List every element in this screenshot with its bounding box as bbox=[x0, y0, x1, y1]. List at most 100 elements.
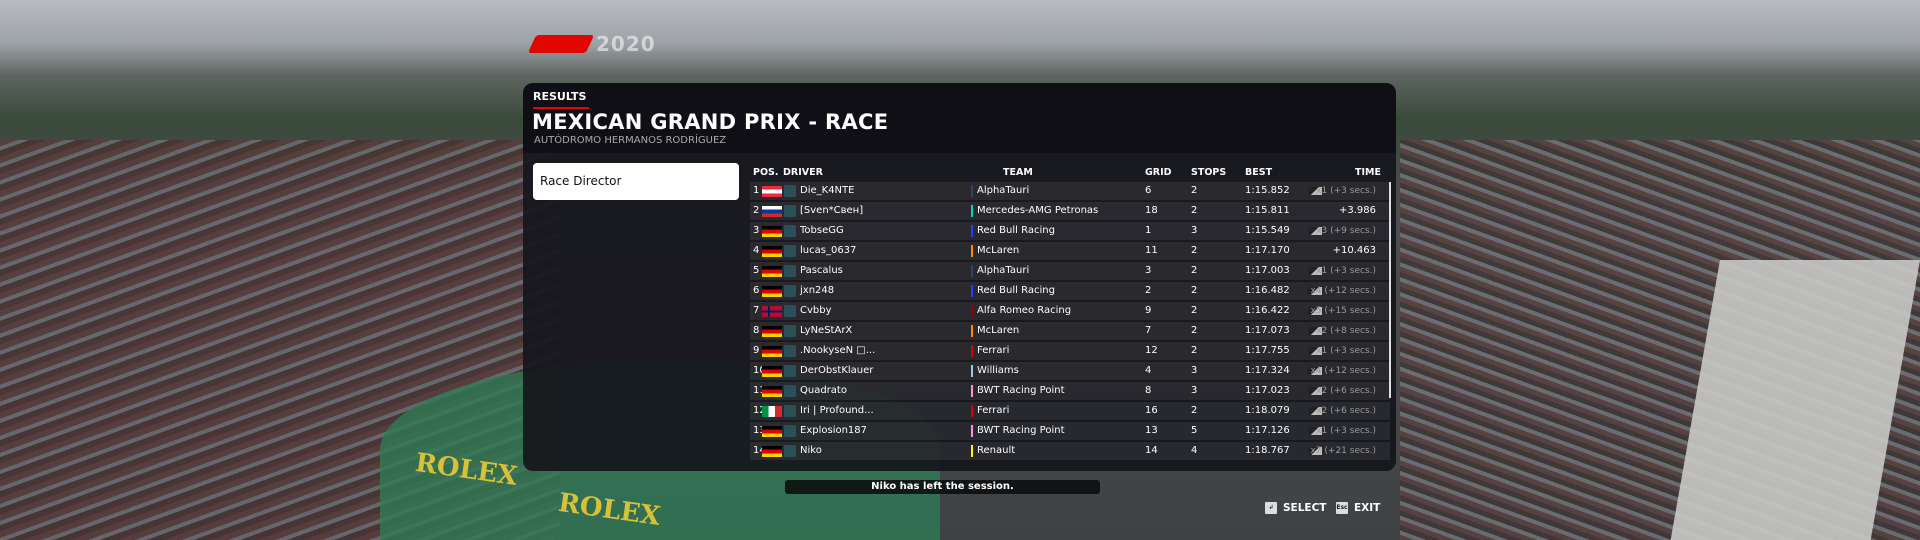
team-color-bar bbox=[971, 305, 973, 317]
pit-stops: 3 bbox=[1191, 225, 1198, 236]
team-name: BWT Racing Point bbox=[977, 385, 1065, 396]
grid-position: 3 bbox=[1145, 265, 1152, 276]
table-row[interactable]: 9 .NookyseN □... Ferrari 12 2 1:17.755 x… bbox=[750, 342, 1390, 360]
position: 8 bbox=[753, 325, 760, 336]
avatar bbox=[784, 265, 796, 277]
results-panel: RESULTS MEXICAN GRAND PRIX - RACE AUTÓDR… bbox=[523, 83, 1396, 471]
page-title: MEXICAN GRAND PRIX - RACE bbox=[532, 110, 889, 134]
team-color-bar bbox=[971, 345, 973, 357]
penalty-icon bbox=[1308, 287, 1322, 295]
table-row[interactable]: 5 Pascalus AlphaTauri 3 2 1:17.003 x1 (+… bbox=[750, 262, 1390, 280]
best-lap: 1:15.852 bbox=[1245, 185, 1290, 196]
penalty-icon bbox=[1308, 187, 1322, 195]
pit-stops: 2 bbox=[1191, 405, 1198, 416]
table-row[interactable]: 14 Niko Renault 14 4 1:18.767 x7 (+21 se… bbox=[750, 442, 1390, 460]
race-time: x2 (+6 secs.) bbox=[1316, 406, 1376, 416]
pit-stops: 2 bbox=[1191, 205, 1198, 216]
best-lap: 1:17.170 bbox=[1245, 245, 1290, 256]
grid-position: 9 bbox=[1145, 305, 1152, 316]
col-best: BEST bbox=[1245, 167, 1273, 178]
pit-stops: 2 bbox=[1191, 305, 1198, 316]
germany-flag-icon bbox=[762, 246, 782, 257]
avatar bbox=[784, 405, 796, 417]
team-name: McLaren bbox=[977, 325, 1020, 336]
table-row[interactable]: 12 Iri | Profound... Ferrari 16 2 1:18.0… bbox=[750, 402, 1390, 420]
avatar bbox=[784, 325, 796, 337]
germany-flag-icon bbox=[762, 286, 782, 297]
col-stops: STOPS bbox=[1191, 167, 1227, 178]
team-color-bar bbox=[971, 445, 973, 457]
team-name: Ferrari bbox=[977, 405, 1010, 416]
germany-flag-icon bbox=[762, 226, 782, 237]
col-grid: GRID bbox=[1145, 167, 1172, 178]
driver-name: jxn248 bbox=[800, 285, 835, 296]
team-name: Alfa Romeo Racing bbox=[977, 305, 1072, 316]
select-control[interactable]: ↲ SELECT bbox=[1265, 502, 1326, 514]
section-label: RESULTS bbox=[533, 90, 587, 103]
position: 14 bbox=[753, 445, 766, 456]
italy-flag-icon bbox=[762, 406, 782, 417]
col-pos: POS. bbox=[753, 167, 779, 178]
penalty-icon bbox=[1308, 227, 1322, 235]
table-row[interactable]: 1 Die_K4NTE AlphaTauri 6 2 1:15.852 x1 (… bbox=[750, 182, 1390, 200]
best-lap: 1:17.003 bbox=[1245, 265, 1290, 276]
avatar bbox=[784, 305, 796, 317]
pit-stops: 4 bbox=[1191, 445, 1198, 456]
avatar bbox=[784, 245, 796, 257]
race-time: +3.986 bbox=[1338, 205, 1376, 216]
position: 9 bbox=[753, 345, 760, 356]
germany-flag-icon bbox=[762, 346, 782, 357]
driver-name: TobseGG bbox=[800, 225, 844, 236]
penalty-icon bbox=[1308, 267, 1322, 275]
table-row[interactable]: 10 DerObstKlauer Williams 4 3 1:17.324 x… bbox=[750, 362, 1390, 380]
driver-name: Quadrato bbox=[800, 385, 847, 396]
race-time: x3 (+9 secs.) bbox=[1316, 226, 1376, 236]
pit-stops: 3 bbox=[1191, 365, 1198, 376]
driver-name: Explosion187 bbox=[800, 425, 868, 436]
scrollbar[interactable] bbox=[1389, 182, 1391, 398]
table-row[interactable]: 6 jxn248 Red Bull Racing 2 2 1:16.482 x4… bbox=[750, 282, 1390, 300]
grid-position: 2 bbox=[1145, 285, 1152, 296]
notification-toast: Niko has left the session. bbox=[785, 480, 1100, 494]
driver-name: LyNeStArX bbox=[800, 325, 853, 336]
team-name: Ferrari bbox=[977, 345, 1010, 356]
avatar bbox=[784, 285, 796, 297]
table-row[interactable]: 3 TobseGG Red Bull Racing 1 3 1:15.549 x… bbox=[750, 222, 1390, 240]
penalty-icon bbox=[1308, 307, 1322, 315]
exit-control[interactable]: Esc EXIT bbox=[1336, 502, 1380, 514]
race-time: x1 (+3 secs.) bbox=[1316, 346, 1376, 356]
table-row[interactable]: 7 Cvbby Alfa Romeo Racing 9 2 1:16.422 x… bbox=[750, 302, 1390, 320]
table-row[interactable]: 8 LyNeStArX McLaren 7 2 1:17.073 x2 (+8 … bbox=[750, 322, 1390, 340]
team-color-bar bbox=[971, 325, 973, 337]
best-lap: 1:17.324 bbox=[1245, 365, 1290, 376]
position: 3 bbox=[753, 225, 760, 236]
grid-position: 11 bbox=[1145, 245, 1158, 256]
team-name: Red Bull Racing bbox=[977, 285, 1055, 296]
norway-flag-icon bbox=[762, 306, 782, 317]
col-time: TIME bbox=[1355, 167, 1381, 178]
position: 2 bbox=[753, 205, 760, 216]
logo-year: 2020 bbox=[596, 32, 656, 56]
team-color-bar bbox=[971, 285, 973, 297]
germany-flag-icon bbox=[762, 326, 782, 337]
team-name: AlphaTauri bbox=[977, 185, 1030, 196]
team-color-bar bbox=[971, 185, 973, 197]
race-time: x4 (+12 secs.) bbox=[1310, 286, 1376, 296]
germany-flag-icon bbox=[762, 266, 782, 277]
position: 4 bbox=[753, 245, 760, 256]
results-table: 1 Die_K4NTE AlphaTauri 6 2 1:15.852 x1 (… bbox=[750, 182, 1390, 462]
avatar bbox=[784, 185, 796, 197]
driver-name: Niko bbox=[800, 445, 822, 456]
position: 6 bbox=[753, 285, 760, 296]
position: 10 bbox=[753, 365, 766, 376]
avatar bbox=[784, 205, 796, 217]
penalty-icon bbox=[1308, 367, 1322, 375]
table-row[interactable]: 11 Quadrato BWT Racing Point 8 3 1:17.02… bbox=[750, 382, 1390, 400]
race-time: x5 (+15 secs.) bbox=[1310, 306, 1376, 316]
table-row[interactable]: 13 Explosion187 BWT Racing Point 13 5 1:… bbox=[750, 422, 1390, 440]
best-lap: 1:15.811 bbox=[1245, 205, 1290, 216]
race-director-button[interactable]: Race Director bbox=[533, 163, 739, 200]
table-row[interactable]: 4 lucas_0637 McLaren 11 2 1:17.170 +10.4… bbox=[750, 242, 1390, 260]
table-row[interactable]: 2 [Sven*Свен] Mercedes-AMG Petronas 18 2… bbox=[750, 202, 1390, 220]
team-color-bar bbox=[971, 385, 973, 397]
